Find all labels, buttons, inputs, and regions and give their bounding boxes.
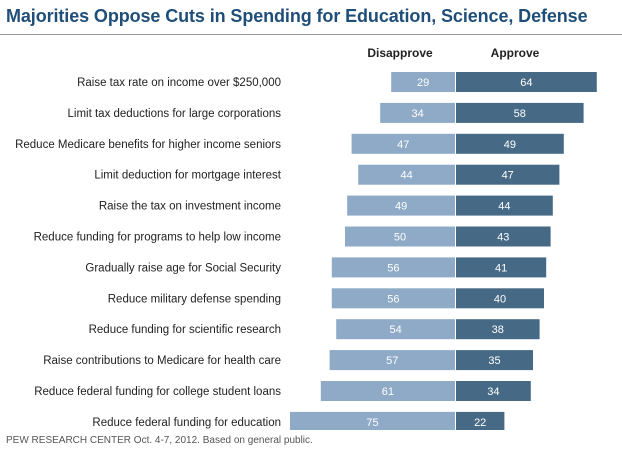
data-label-disapprove: 47 [397, 139, 409, 151]
bar-disapprove [380, 102, 455, 123]
category-label: Limit deduction for mortgage interest [94, 170, 281, 182]
bar-approve [456, 381, 531, 401]
category-label: Raise tax rate on income over $250,000 [77, 77, 281, 89]
category-label: Raise the tax on investment income [99, 201, 281, 213]
data-label-disapprove: 54 [389, 324, 401, 336]
data-label-approve: 41 [495, 262, 507, 274]
bar-approve [456, 226, 551, 247]
bar-approve [456, 164, 560, 185]
data-label-disapprove: 50 [394, 232, 406, 244]
bar-disapprove [347, 195, 455, 216]
category-label: Reduce Medicare benefits for higher inco… [15, 139, 281, 151]
data-label-disapprove: 75 [366, 417, 378, 429]
bar-disapprove [329, 350, 455, 371]
bar-approve [456, 319, 540, 340]
data-label-disapprove: 56 [387, 293, 399, 305]
legend-approve: Approve [491, 46, 540, 60]
data-label-approve: 35 [488, 355, 500, 367]
bar-approve [456, 133, 564, 154]
data-label-disapprove: 57 [386, 355, 398, 367]
category-label: Gradually raise age for Social Security [85, 262, 281, 274]
bar-disapprove [290, 411, 455, 430]
data-label-disapprove: 34 [411, 108, 423, 120]
data-label-approve: 47 [502, 170, 514, 182]
category-label: Raise contributions to Medicare for heal… [43, 355, 281, 367]
chart-title: Majorities Oppose Cuts in Spending for E… [6, 6, 588, 26]
category-label: Limit tax deductions for large corporati… [68, 108, 282, 120]
bar-disapprove [351, 133, 455, 154]
bar-disapprove [336, 319, 455, 340]
category-label: Reduce federal funding for college stude… [34, 386, 281, 398]
data-label-approve: 22 [474, 417, 486, 429]
data-label-approve: 49 [504, 139, 516, 151]
data-label-approve: 34 [487, 386, 499, 398]
bar-approve [456, 195, 553, 216]
category-label: Reduce funding for programs to help low … [34, 232, 281, 244]
data-label-disapprove: 56 [387, 262, 399, 274]
data-label-approve: 64 [520, 77, 532, 89]
data-label-approve: 43 [497, 232, 509, 244]
bar-approve [456, 411, 505, 430]
data-label-disapprove: 29 [417, 77, 429, 89]
source-note: PEW RESEARCH CENTER Oct. 4-7, 2012. Base… [6, 435, 313, 446]
bar-disapprove [345, 226, 455, 247]
data-label-disapprove: 49 [395, 201, 407, 213]
bar-approve [456, 102, 584, 123]
data-label-disapprove: 61 [382, 386, 394, 398]
bar-approve [456, 72, 597, 92]
bar-approve [456, 350, 533, 371]
diverging-bar-chart: Disapprove Approve Raise tax rate on incom… [15, 46, 597, 430]
bar-disapprove [331, 288, 455, 309]
data-label-approve: 40 [494, 293, 506, 305]
category-label: Reduce federal funding for education [92, 417, 281, 429]
category-label: Reduce military defense spending [108, 293, 281, 305]
bar-approve [456, 288, 544, 309]
legend-disapprove: Disapprove [367, 46, 433, 60]
data-label-disapprove: 44 [400, 170, 412, 182]
data-label-approve: 58 [514, 108, 526, 120]
category-label: Reduce funding for scientific research [89, 324, 281, 336]
data-label-approve: 44 [498, 201, 510, 213]
bar-disapprove [358, 164, 455, 185]
bar-approve [456, 257, 547, 278]
title-divider [0, 34, 622, 35]
bar-disapprove [331, 257, 455, 278]
bar-disapprove [391, 72, 455, 92]
bar-disapprove [320, 381, 455, 401]
data-label-approve: 38 [492, 324, 504, 336]
